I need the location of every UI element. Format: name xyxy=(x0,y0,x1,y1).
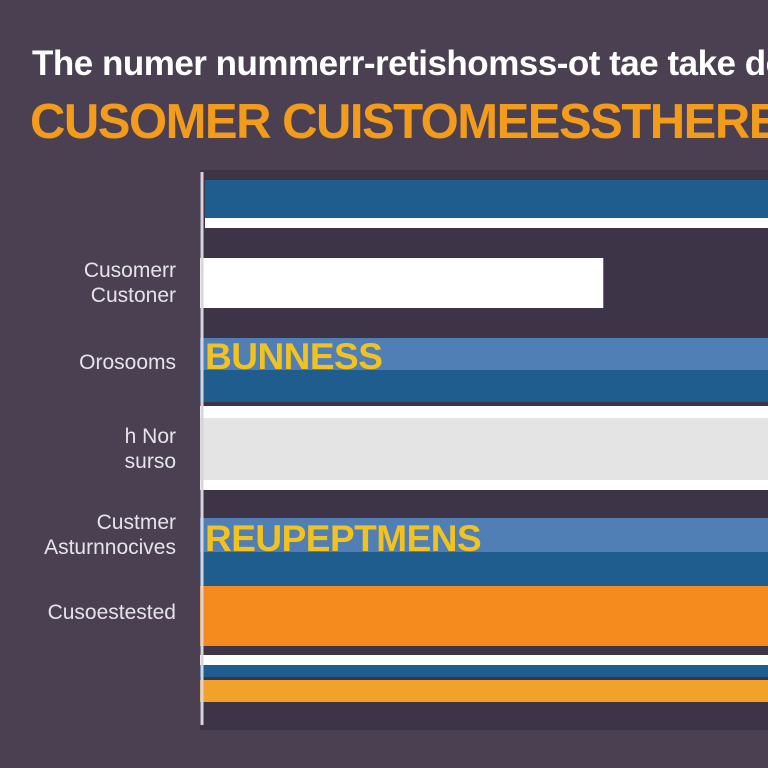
top-band-white xyxy=(205,218,768,228)
bar-1-segment-1 xyxy=(200,370,768,402)
category-label: Cusomerr Custoner xyxy=(83,259,176,307)
bar-3-segment-0 xyxy=(200,518,768,552)
top-band-navy xyxy=(205,180,768,218)
chart-title: The numer nummerr-retishomss-ot tae take… xyxy=(32,44,768,83)
chart-subtitle: CUSOMER CUISTOMEESSTHERE C xyxy=(30,95,768,149)
bar-0-segment-0 xyxy=(200,258,604,308)
category-label: h Nor surso xyxy=(124,425,176,473)
bar-2-segment-0 xyxy=(200,406,768,418)
bar-text-label: BUNNESS xyxy=(205,336,383,377)
bar-text-label: REUPEPTMENS xyxy=(205,518,482,559)
bar-2-segment-2 xyxy=(200,480,768,490)
bar-3-segment-1 xyxy=(200,552,768,586)
category-label: Cusoestested xyxy=(47,601,176,624)
bottom-stripe-amber xyxy=(200,680,768,702)
category-label: Custmer Asturnnocives xyxy=(44,511,176,559)
bottom-stripe-navy xyxy=(200,665,768,677)
bar-1-segment-0 xyxy=(200,338,768,370)
bar-2-segment-1 xyxy=(200,418,768,480)
bottom-stripe-white xyxy=(200,655,768,665)
bar-4-segment-0 xyxy=(200,586,768,646)
category-label: Orosooms xyxy=(79,351,176,374)
